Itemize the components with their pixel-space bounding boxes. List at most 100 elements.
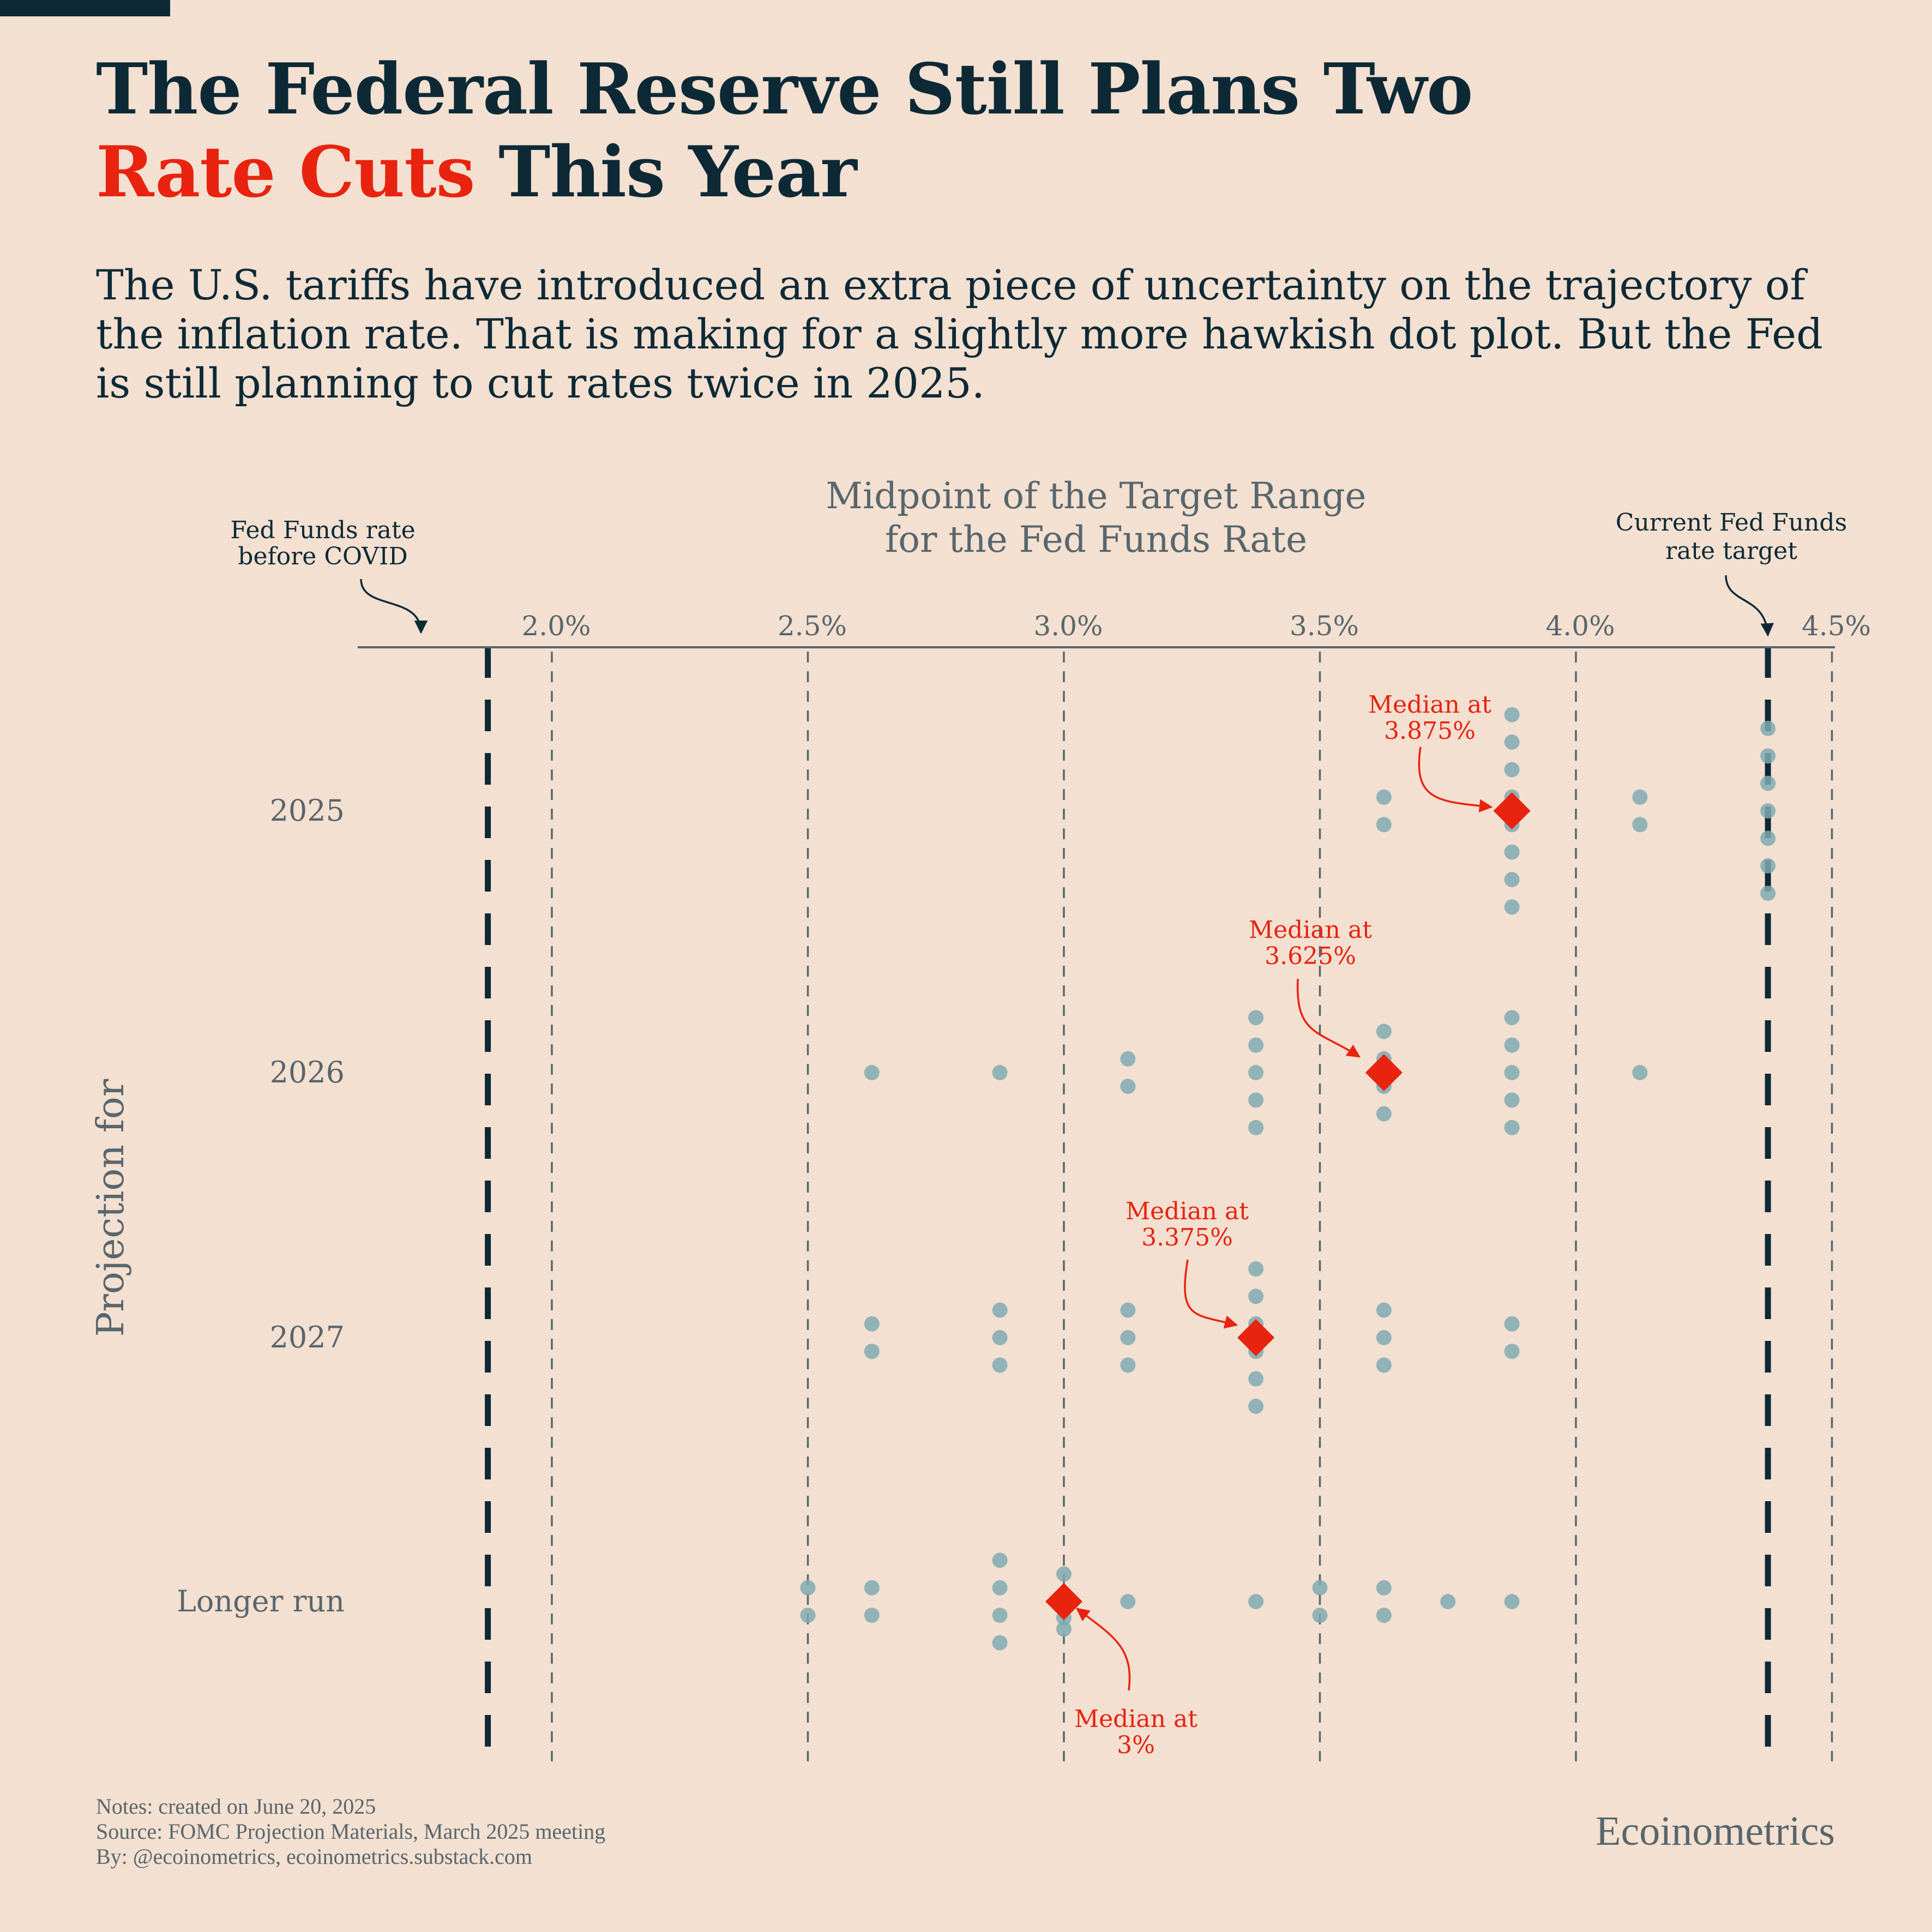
dots-layer: [800, 707, 1776, 1651]
x-tick-label: 3.5%: [1290, 610, 1359, 642]
participant-dot: [1248, 1037, 1264, 1053]
participant-dot: [1120, 1357, 1136, 1373]
participant-dot: [1504, 844, 1520, 860]
y-category-label: 2025: [270, 793, 345, 828]
participant-dot: [1248, 1261, 1264, 1277]
participant-dot: [1760, 886, 1776, 901]
participant-dot: [1504, 1316, 1520, 1332]
participant-dot: [1120, 1594, 1136, 1609]
median-annotation: Median at 3%: [1074, 1705, 1197, 1759]
participant-dot: [992, 1608, 1008, 1623]
participant-dot: [1248, 1594, 1264, 1609]
participant-dot: [1760, 858, 1776, 874]
participant-dot: [1504, 872, 1520, 887]
participant-dot: [1376, 817, 1392, 833]
participant-dot: [1632, 817, 1648, 833]
participant-dot: [1376, 1302, 1392, 1318]
participant-dot: [1248, 1120, 1264, 1135]
participant-dot: [1376, 1608, 1392, 1623]
participant-dot: [1248, 1399, 1264, 1414]
participant-dot: [992, 1635, 1008, 1651]
median-diamond: [1045, 1583, 1082, 1620]
participant-dot: [992, 1330, 1008, 1345]
participant-dot: [1760, 803, 1776, 818]
current-target-arrow: [1725, 575, 1774, 637]
brand-logo-text: Ecoinometrics: [1596, 1808, 1835, 1854]
participant-dot: [800, 1608, 816, 1623]
participant-dot: [1760, 720, 1776, 736]
x-axis-title: Midpoint of the Target Range for the Fed …: [826, 475, 1366, 561]
title-highlight: Rate Cuts: [96, 131, 475, 213]
participant-dot: [1312, 1580, 1328, 1596]
footer-byline: By: @ecoinometrics, ecoinometrics.substa…: [96, 1844, 532, 1869]
participant-dot: [1440, 1594, 1456, 1609]
participant-dot: [1248, 1010, 1264, 1026]
median-arrow: [1296, 978, 1361, 1058]
participant-dot: [1248, 1371, 1264, 1387]
participant-dot: [1376, 1330, 1392, 1345]
chart-subtitle: The U.S. tariffs have introduced an extr…: [96, 261, 1823, 407]
participant-dot: [1760, 748, 1776, 764]
participant-dot: [992, 1302, 1008, 1318]
participant-dot: [1504, 1594, 1520, 1609]
median-arrow: [1076, 1608, 1131, 1691]
corner-accent-bar: [0, 0, 170, 16]
x-tick-label: 4.0%: [1545, 610, 1615, 642]
participant-dot: [1632, 1065, 1648, 1080]
x-tick-label: 2.5%: [778, 610, 847, 642]
participant-dot: [1504, 1010, 1520, 1026]
median-diamond: [1493, 792, 1531, 829]
participant-dot: [1248, 1092, 1264, 1108]
median-annotation: Median at 3.375%: [1126, 1197, 1249, 1251]
participant-dot: [1120, 1330, 1136, 1345]
footer-source: Source: FOMC Projection Materials, March…: [96, 1819, 606, 1844]
participant-dot: [864, 1344, 880, 1359]
median-annotation: Median at 3.875%: [1368, 691, 1491, 745]
x-tick-label: 4.5%: [1802, 610, 1871, 642]
participant-dot: [1376, 1580, 1392, 1596]
participant-dot: [1056, 1621, 1072, 1637]
participant-dot: [1504, 1037, 1520, 1053]
participant-dot: [1504, 1120, 1520, 1135]
current-target-annotation: Current Fed Funds rate target: [1616, 509, 1847, 565]
y-category-label: Longer run: [177, 1584, 345, 1618]
participant-dot: [1248, 1289, 1264, 1304]
participant-dot: [1376, 789, 1392, 805]
participant-dot: [800, 1580, 816, 1596]
x-tick-label: 3.0%: [1033, 610, 1103, 642]
axis-layer: 2.0% 2.5% 3.0% 3.5% 4.0% 4.5% Midpoint of the …: [89, 475, 1871, 1618]
participant-dot: [864, 1316, 880, 1332]
participant-dot: [992, 1552, 1008, 1568]
participant-dot: [1248, 1065, 1264, 1080]
participant-dot: [1376, 1357, 1392, 1373]
participant-dot: [1504, 707, 1520, 723]
participant-dot: [1312, 1608, 1328, 1623]
median-diamond: [1365, 1054, 1403, 1091]
participant-dot: [1120, 1051, 1136, 1067]
y-axis-title: Projection for: [89, 1079, 133, 1337]
pre-covid-arrow: [360, 579, 428, 634]
chart-title: The Federal Reserve Still Plans Two Rate…: [96, 48, 1841, 214]
pre-covid-annotation: Fed Funds rate before COVID: [230, 516, 415, 570]
grid-layer: [485, 646, 1833, 1761]
participant-dot: [992, 1357, 1008, 1373]
median-diamond: [1237, 1319, 1275, 1356]
participant-dot: [1504, 1344, 1520, 1359]
participant-dot: [864, 1608, 880, 1623]
y-category-label: 2026: [270, 1055, 345, 1090]
x-tick-label: 2.0%: [521, 610, 591, 642]
participant-dot: [1120, 1302, 1136, 1318]
participant-dot: [1056, 1566, 1072, 1582]
participant-dot: [864, 1580, 880, 1596]
median-annotation: Median at 3.625%: [1249, 916, 1372, 970]
title-rest: This Year: [474, 131, 857, 213]
participant-dot: [1376, 1106, 1392, 1122]
participant-dot: [992, 1065, 1008, 1080]
participant-dot: [1120, 1079, 1136, 1094]
participant-dot: [1760, 830, 1776, 846]
participant-dot: [1504, 1092, 1520, 1108]
y-category-label: 2027: [270, 1320, 345, 1355]
annotation-layer: Fed Funds rate before COVID Current Fed Fu…: [230, 509, 1847, 1759]
median-arrow: [1418, 747, 1493, 812]
